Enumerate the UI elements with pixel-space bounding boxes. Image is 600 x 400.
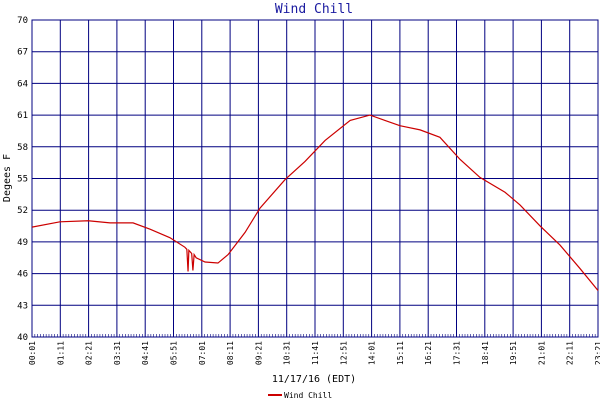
x-tick-label: 21:01 [537,341,546,365]
y-axis-label: Degees F [2,154,13,202]
y-tick-label: 58 [17,143,28,153]
y-tick-label: 49 [17,238,28,248]
x-tick-label: 17:31 [453,341,462,365]
x-tick-label: 02:21 [85,341,94,365]
x-tick-label: 04:41 [141,341,150,365]
x-axis-label: 11/17/16 (EDT) [272,374,356,385]
y-tick-label: 55 [17,175,28,185]
y-tick-label: 64 [17,79,28,89]
x-tick-label: 00:01 [28,341,37,365]
x-tick-label: 22:11 [566,341,575,365]
y-tick-label: 46 [17,270,28,280]
x-tick-label: 03:31 [113,341,122,365]
x-tick-label: 10:31 [283,341,292,365]
y-tick-label: 70 [17,16,28,26]
x-tick-label: 18:41 [481,341,490,365]
x-tick-label: 01:11 [56,341,65,365]
y-tick-label: 67 [17,48,28,58]
x-tick-label: 11:41 [311,341,320,365]
data-line [31,114,599,291]
legend-label: Wind Chill [284,391,332,400]
x-tick-label: 09:21 [254,341,263,365]
y-tick-label: 61 [17,111,28,121]
y-tick-label: 43 [17,301,28,311]
x-tick-label: 23:21 [594,341,600,365]
x-tick-label: 05:51 [170,341,179,365]
x-tick-label: 08:11 [226,341,235,365]
y-tick-label: 52 [17,206,28,216]
x-tick-label: 07:01 [198,341,207,365]
x-tick-label: 16:21 [424,341,433,365]
x-tick-label: 14:01 [368,341,377,365]
x-tick-label: 19:51 [509,341,518,365]
chart-title: Wind Chill [275,2,353,17]
x-tick-label: 15:11 [396,341,405,365]
x-tick-label: 12:51 [339,341,348,365]
y-tick-label: 40 [17,333,28,343]
